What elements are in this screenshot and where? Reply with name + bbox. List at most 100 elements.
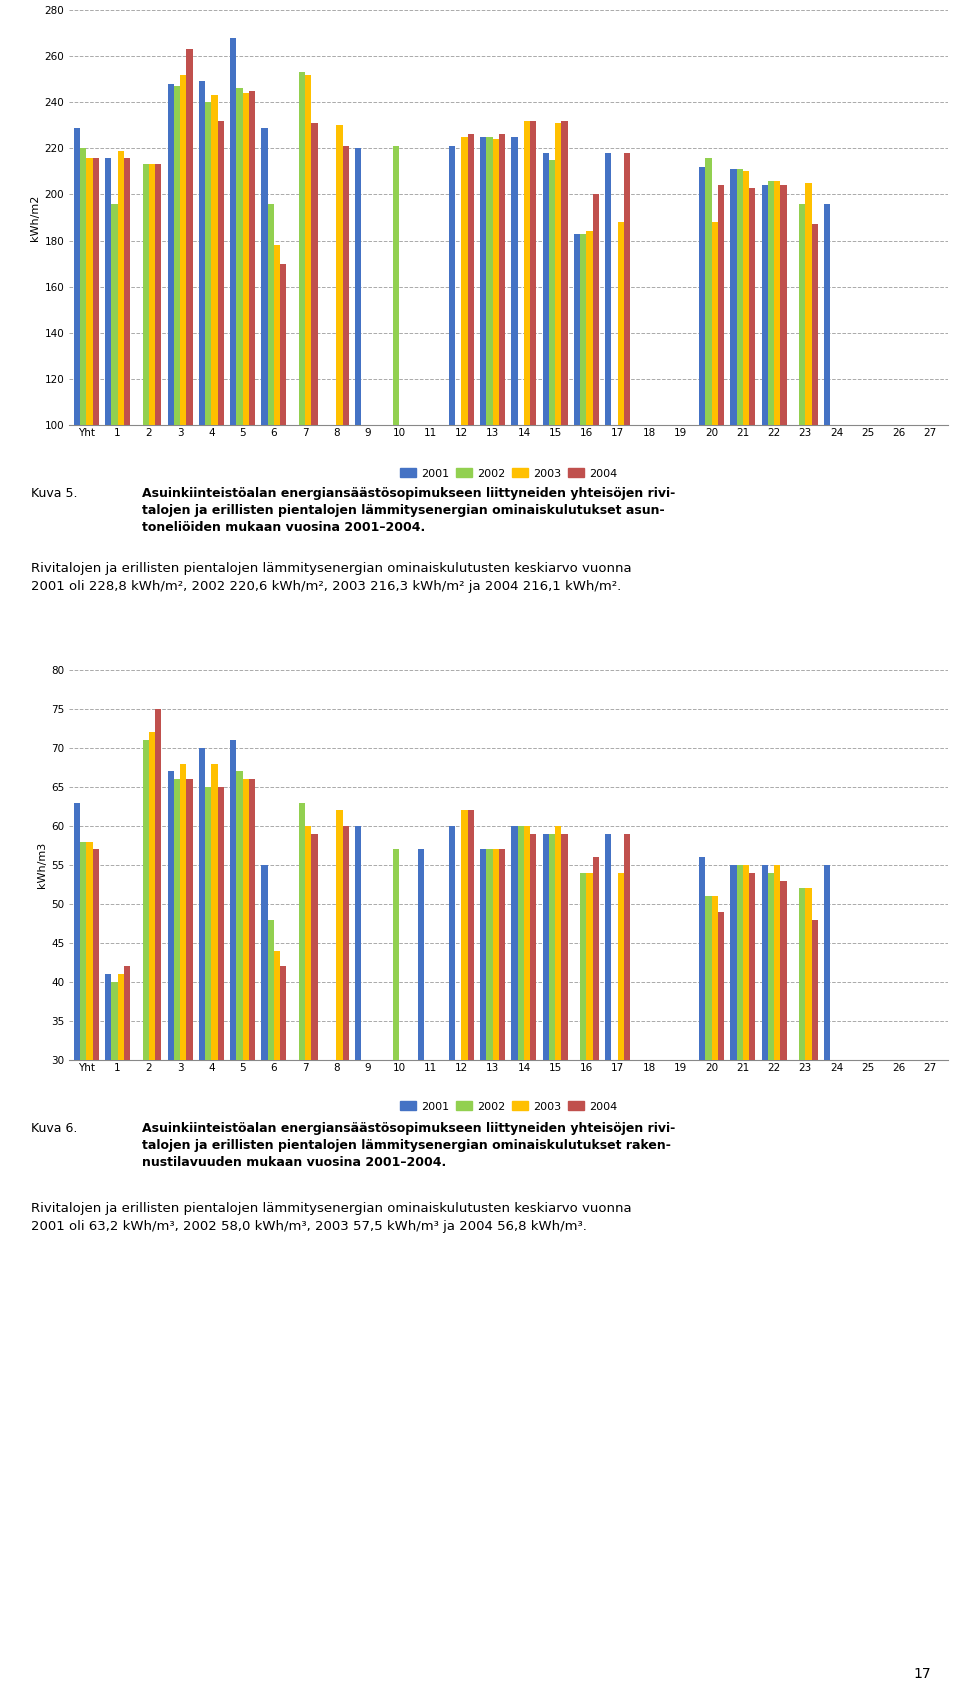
Bar [180, 75, 186, 655]
Bar [562, 833, 567, 1294]
Bar [549, 833, 555, 1294]
Text: Kuva 5.: Kuva 5. [31, 486, 77, 500]
Bar [587, 873, 592, 1294]
Text: Rivitalojen ja erillisten pientalojen lämmitysenergian ominaiskulutusten keskiar: Rivitalojen ja erillisten pientalojen lä… [31, 1203, 632, 1233]
Bar [205, 788, 211, 1294]
Text: Kuva 6.: Kuva 6. [31, 1123, 77, 1135]
Bar [199, 748, 205, 1294]
Bar [243, 94, 249, 655]
Bar [799, 204, 805, 655]
Bar [524, 827, 530, 1294]
Bar [199, 82, 205, 655]
Bar [780, 185, 786, 655]
Bar [811, 225, 818, 655]
Bar [236, 88, 243, 655]
Bar [336, 126, 343, 655]
Bar [768, 873, 774, 1294]
Bar [706, 896, 711, 1294]
Bar [617, 873, 624, 1294]
Bar [587, 231, 592, 655]
Bar [718, 912, 724, 1294]
Bar [480, 849, 487, 1294]
Bar [731, 866, 736, 1294]
Bar [736, 866, 743, 1294]
Bar [274, 951, 280, 1294]
Bar [299, 71, 305, 655]
Bar [305, 75, 311, 655]
Bar [711, 223, 718, 655]
Bar [699, 167, 706, 655]
Bar [343, 827, 348, 1294]
Bar [299, 803, 305, 1294]
Bar [230, 37, 236, 655]
Bar [805, 184, 811, 655]
Y-axis label: kWh/m2: kWh/m2 [31, 194, 40, 240]
Bar [624, 153, 630, 655]
Bar [549, 160, 555, 655]
Bar [768, 180, 774, 655]
Bar [462, 136, 468, 655]
Bar [574, 233, 580, 655]
Bar [711, 896, 718, 1294]
Bar [524, 121, 530, 655]
Bar [168, 771, 174, 1294]
Bar [468, 810, 474, 1294]
Bar [492, 849, 499, 1294]
Bar [343, 146, 348, 655]
Bar [749, 187, 756, 655]
Bar [699, 857, 706, 1294]
Bar [268, 204, 274, 655]
Bar [418, 849, 424, 1294]
Bar [517, 827, 524, 1294]
Bar [592, 194, 599, 655]
Bar [761, 866, 768, 1294]
Text: Asuinkiinteistöalan energiansäästösopimukseen liittyneiden yhteisöjen rivi-
talo: Asuinkiinteistöalan energiansäästösopimu… [142, 1123, 675, 1169]
Bar [74, 128, 80, 655]
Bar [74, 803, 80, 1294]
Bar [580, 233, 587, 655]
Text: Asuinkiinteistöalan energiansäästösopimukseen liittyneiden yhteisöjen rivi-
talo: Asuinkiinteistöalan energiansäästösopimu… [142, 486, 675, 534]
Bar [156, 709, 161, 1294]
Bar [555, 827, 562, 1294]
Bar [706, 158, 711, 655]
Bar [236, 771, 243, 1294]
Bar [492, 139, 499, 655]
Bar [774, 866, 780, 1294]
Bar [449, 827, 455, 1294]
Bar [274, 245, 280, 655]
Bar [749, 873, 756, 1294]
Bar [280, 966, 286, 1294]
Bar [105, 975, 111, 1294]
Bar [805, 888, 811, 1294]
Bar [480, 136, 487, 655]
Bar [487, 136, 492, 655]
Bar [211, 764, 218, 1294]
Bar [592, 857, 599, 1294]
Bar [393, 146, 399, 655]
Bar [355, 827, 361, 1294]
Bar [92, 158, 99, 655]
Bar [149, 165, 156, 655]
Bar [249, 779, 255, 1294]
Bar [824, 204, 830, 655]
Bar [799, 888, 805, 1294]
Bar [143, 740, 149, 1294]
Bar [512, 827, 517, 1294]
Bar [86, 158, 92, 655]
Bar [468, 134, 474, 655]
Bar [243, 779, 249, 1294]
Bar [824, 866, 830, 1294]
Bar [111, 204, 117, 655]
Bar [80, 148, 86, 655]
Bar [355, 148, 361, 655]
Bar [117, 975, 124, 1294]
Bar [580, 873, 587, 1294]
Bar [143, 165, 149, 655]
Bar [174, 779, 180, 1294]
Bar [174, 87, 180, 655]
Bar [811, 920, 818, 1294]
Bar [186, 49, 193, 655]
Bar [605, 833, 612, 1294]
Bar [393, 849, 399, 1294]
Bar [92, 849, 99, 1294]
